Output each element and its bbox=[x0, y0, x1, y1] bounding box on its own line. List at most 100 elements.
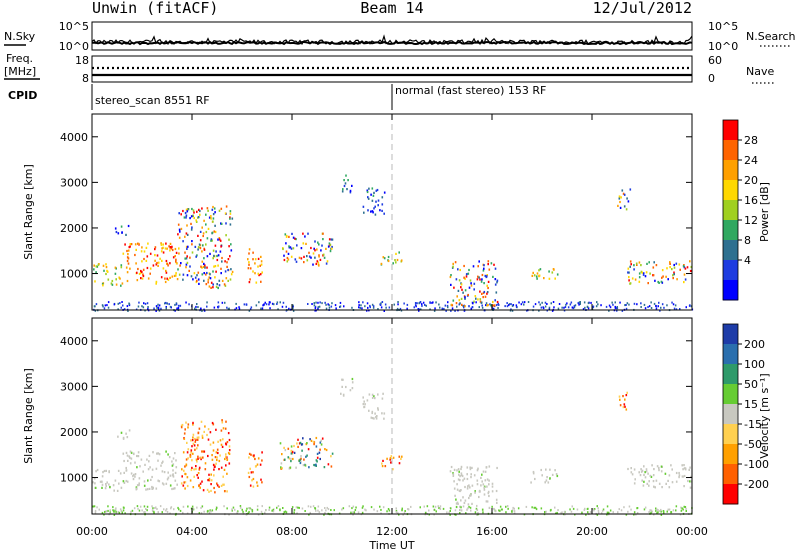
echo-cell bbox=[483, 488, 486, 491]
echo-cell bbox=[548, 306, 551, 309]
echo-cell bbox=[134, 473, 137, 476]
echo-cell bbox=[479, 278, 481, 281]
echo-cell bbox=[329, 250, 332, 253]
echo-cell bbox=[169, 484, 172, 487]
echo-cell bbox=[310, 439, 313, 442]
echo-cell bbox=[623, 205, 626, 208]
echo-cell bbox=[655, 509, 657, 512]
echo-cell bbox=[165, 271, 168, 274]
echo-cell bbox=[457, 289, 460, 292]
echo-cell bbox=[191, 207, 193, 211]
echo-cell bbox=[175, 251, 178, 254]
echo-cell bbox=[627, 267, 630, 270]
echo-cell bbox=[285, 235, 288, 238]
echo-cell bbox=[481, 292, 483, 295]
echo-cell bbox=[325, 448, 328, 452]
echo-cell bbox=[189, 453, 192, 457]
echo-cell bbox=[320, 443, 323, 446]
echo-cell bbox=[183, 437, 186, 440]
echo-cell bbox=[120, 266, 123, 269]
echo-cell bbox=[327, 463, 330, 466]
echo-cell bbox=[125, 233, 127, 236]
echo-cell bbox=[136, 505, 139, 508]
echo-cell bbox=[194, 276, 197, 279]
echo-cell bbox=[535, 508, 538, 511]
echo-cell bbox=[467, 293, 469, 297]
echo-cell bbox=[485, 275, 488, 279]
echo-cell bbox=[648, 305, 651, 308]
echo-cell bbox=[496, 281, 498, 284]
echo-cell bbox=[488, 483, 490, 486]
echo-cell bbox=[487, 280, 490, 283]
echo-cell bbox=[456, 469, 458, 472]
echo-cell bbox=[389, 457, 392, 460]
echo-cell bbox=[684, 467, 687, 470]
echo-cell bbox=[452, 262, 454, 265]
echo-cell bbox=[374, 397, 376, 400]
echo-cell bbox=[203, 510, 205, 513]
echo-cell bbox=[387, 259, 390, 263]
echo-cell bbox=[93, 477, 96, 480]
echo-cell bbox=[540, 507, 543, 510]
echo-cell bbox=[447, 301, 449, 304]
echo-cell bbox=[103, 513, 105, 516]
echo-cell bbox=[194, 448, 196, 451]
echo-cell bbox=[675, 308, 678, 311]
echo-cell bbox=[659, 510, 661, 512]
echo-cell bbox=[135, 248, 137, 251]
echo-cell bbox=[532, 470, 535, 474]
echo-cell bbox=[689, 480, 691, 483]
echo-cell bbox=[660, 306, 662, 309]
echo-cell bbox=[127, 262, 130, 265]
echo-cell bbox=[261, 271, 263, 274]
echo-cell bbox=[276, 506, 278, 509]
echo-cell bbox=[547, 481, 550, 484]
echo-cell bbox=[197, 306, 199, 308]
echo-cell bbox=[498, 509, 500, 512]
echo-cell bbox=[184, 257, 186, 260]
echo-cell bbox=[197, 457, 199, 460]
echo-cell bbox=[207, 278, 210, 281]
echo-cell bbox=[180, 426, 183, 429]
echo-cell bbox=[681, 507, 683, 510]
echo-cell bbox=[228, 245, 230, 248]
echo-cell bbox=[96, 468, 99, 472]
echo-cell bbox=[268, 301, 271, 304]
echo-cell bbox=[201, 273, 204, 276]
echo-cell bbox=[242, 510, 244, 513]
echo-cell bbox=[164, 301, 167, 304]
echo-cell bbox=[308, 466, 310, 469]
echo-cell bbox=[182, 511, 184, 514]
echo-cell bbox=[285, 305, 287, 308]
echo-cell bbox=[220, 466, 223, 469]
echo-cell bbox=[321, 509, 323, 512]
echo-cell bbox=[292, 236, 295, 239]
echo-cell bbox=[455, 278, 458, 281]
echo-cell bbox=[624, 304, 626, 307]
echo-cell bbox=[459, 268, 461, 272]
colorbar-tick-label: -50 bbox=[744, 438, 762, 451]
echo-cell bbox=[403, 302, 405, 305]
echo-cell bbox=[468, 505, 470, 508]
colorbar-tick-label: 200 bbox=[744, 338, 765, 351]
echo-cell bbox=[131, 509, 134, 512]
echo-cell bbox=[230, 249, 233, 252]
echo-cell bbox=[225, 464, 227, 467]
echo-cell bbox=[461, 303, 463, 306]
echo-cell bbox=[383, 257, 386, 260]
echo-cell bbox=[113, 514, 116, 516]
echo-cell bbox=[649, 509, 651, 512]
echo-cell bbox=[191, 240, 193, 243]
echo-cell bbox=[552, 268, 555, 271]
echo-cell bbox=[482, 296, 484, 299]
echo-cell bbox=[344, 182, 347, 185]
echo-cell bbox=[545, 510, 547, 513]
echo-cell bbox=[291, 506, 294, 509]
echo-cell bbox=[370, 193, 372, 196]
echo-cell bbox=[103, 307, 106, 310]
echo-cell bbox=[115, 510, 117, 513]
colorbar-swatch bbox=[723, 260, 738, 281]
echo-cell bbox=[208, 276, 210, 279]
echo-cell bbox=[177, 304, 180, 307]
